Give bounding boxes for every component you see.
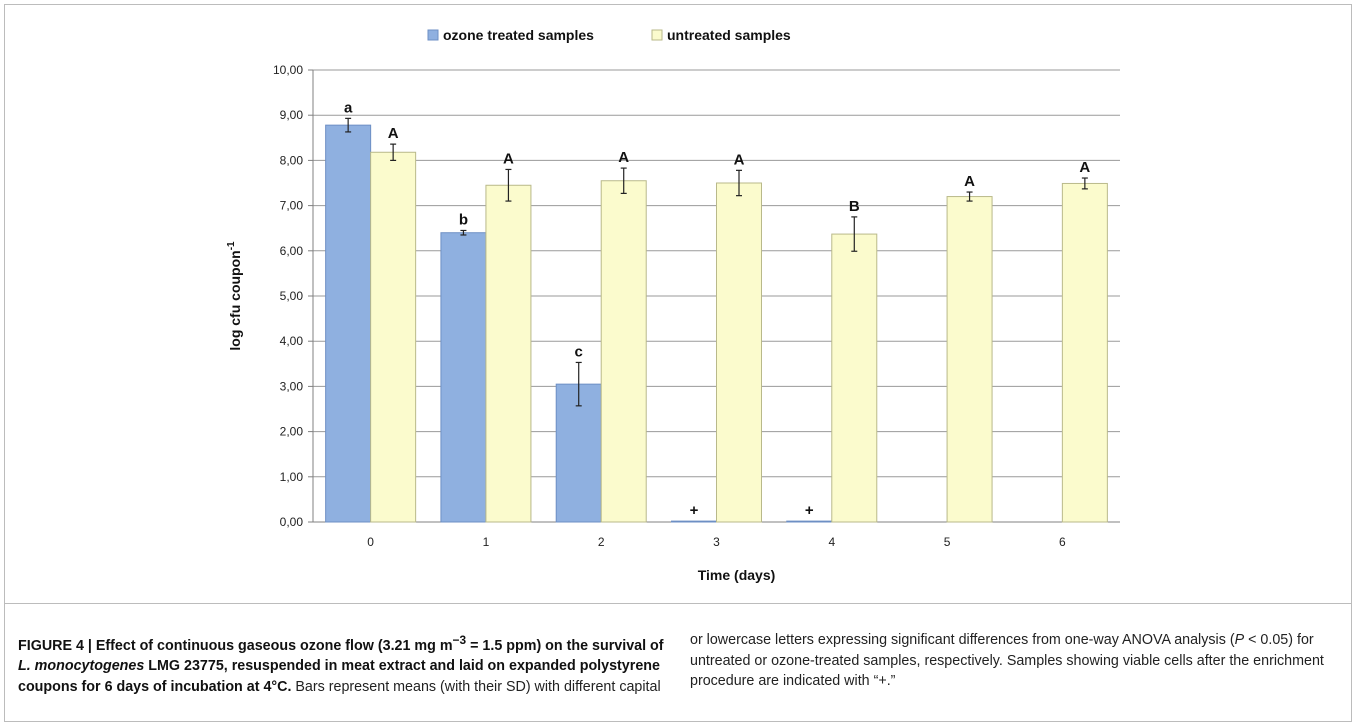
significance-label: a — [344, 99, 353, 116]
x-tick-label: 6 — [1059, 535, 1066, 549]
y-tick-label: 8,00 — [280, 153, 304, 167]
bar-chart: 0,00 1,00 2,00 3,00 4,00 5,00 6,00 7,00 8,00 9,00… — [226, 27, 1120, 583]
y-tick-label: 1,00 — [280, 470, 304, 484]
significance-label: + — [805, 502, 814, 519]
figure-frame — [4, 4, 1352, 722]
caption-text-a: Bars represent means (with their SD) wit… — [291, 678, 661, 695]
caption-text-b: < 0.05) for untreated or ozone-treated s… — [690, 632, 1324, 689]
legend-swatch — [651, 29, 663, 41]
figure-caption-left: FIGURE 4 | Effect of continuous gaseous … — [18, 630, 673, 697]
bar-untreated-2 — [600, 180, 647, 523]
significance-label: B — [849, 198, 860, 215]
significance-label: A — [1079, 159, 1090, 176]
caption-divider — [4, 603, 1352, 604]
bar-ozone-4 — [786, 520, 833, 523]
significance-label: b — [459, 211, 468, 228]
caption-title-b: = 1.5 ppm) on the survival of — [466, 637, 664, 654]
y-tick-label: 7,00 — [280, 199, 304, 213]
bar-untreated-6 — [1061, 182, 1108, 523]
y-tick-label: 5,00 — [280, 289, 304, 303]
y-tick-label: 6,00 — [280, 244, 304, 258]
bar-untreated-0 — [370, 151, 417, 523]
legend-label: ozone treated samples — [443, 27, 594, 43]
y-tick-label: 3,00 — [280, 379, 304, 393]
y-tick-label: 4,00 — [280, 334, 304, 348]
y-tick-label: 10,00 — [273, 63, 303, 77]
significance-label: A — [388, 125, 399, 142]
x-tick-label: 3 — [713, 535, 720, 549]
figure-caption-right: or lowercase letters expressing signific… — [690, 630, 1340, 692]
y-tick-label: 0,00 — [280, 515, 304, 529]
x-tick-label: 5 — [944, 535, 951, 549]
y-axis-title: log cfu coupon-1 — [226, 241, 243, 351]
caption-p: P — [1234, 632, 1245, 648]
y-tick-label: 2,00 — [280, 425, 304, 439]
significance-label: A — [503, 150, 514, 167]
significance-label: c — [575, 343, 583, 360]
significance-label: A — [964, 173, 975, 190]
bar-untreated-1 — [485, 184, 532, 523]
x-tick-label: 2 — [598, 535, 605, 549]
bar-untreated-5 — [946, 196, 993, 523]
significance-label: + — [690, 502, 699, 519]
bar-ozone-3 — [671, 520, 717, 523]
bar-ozone-0 — [325, 124, 372, 523]
bar-untreated-4 — [831, 233, 878, 523]
caption-text-a-cont: or lowercase letters expressing signific… — [690, 632, 1235, 648]
caption-sup: −3 — [452, 633, 467, 647]
caption-species: L. monocytogenes — [18, 658, 145, 675]
significance-label: A — [734, 151, 745, 168]
caption-title-a: FIGURE 4 | Effect of continuous gaseous … — [18, 637, 453, 654]
x-tick-label: 1 — [483, 535, 490, 549]
legend-label: untreated samples — [667, 27, 791, 43]
y-tick-label: 9,00 — [280, 108, 304, 122]
x-tick-label: 4 — [828, 535, 835, 549]
caption-title-c: LMG 23775, resuspended in meat extract a… — [18, 658, 660, 695]
significance-label: A — [618, 149, 629, 166]
bar-ozone-1 — [440, 232, 487, 523]
x-axis-title: Time (days) — [698, 567, 776, 583]
legend-swatch — [427, 29, 439, 41]
x-tick-label: 0 — [367, 535, 374, 549]
bar-untreated-3 — [716, 182, 762, 523]
